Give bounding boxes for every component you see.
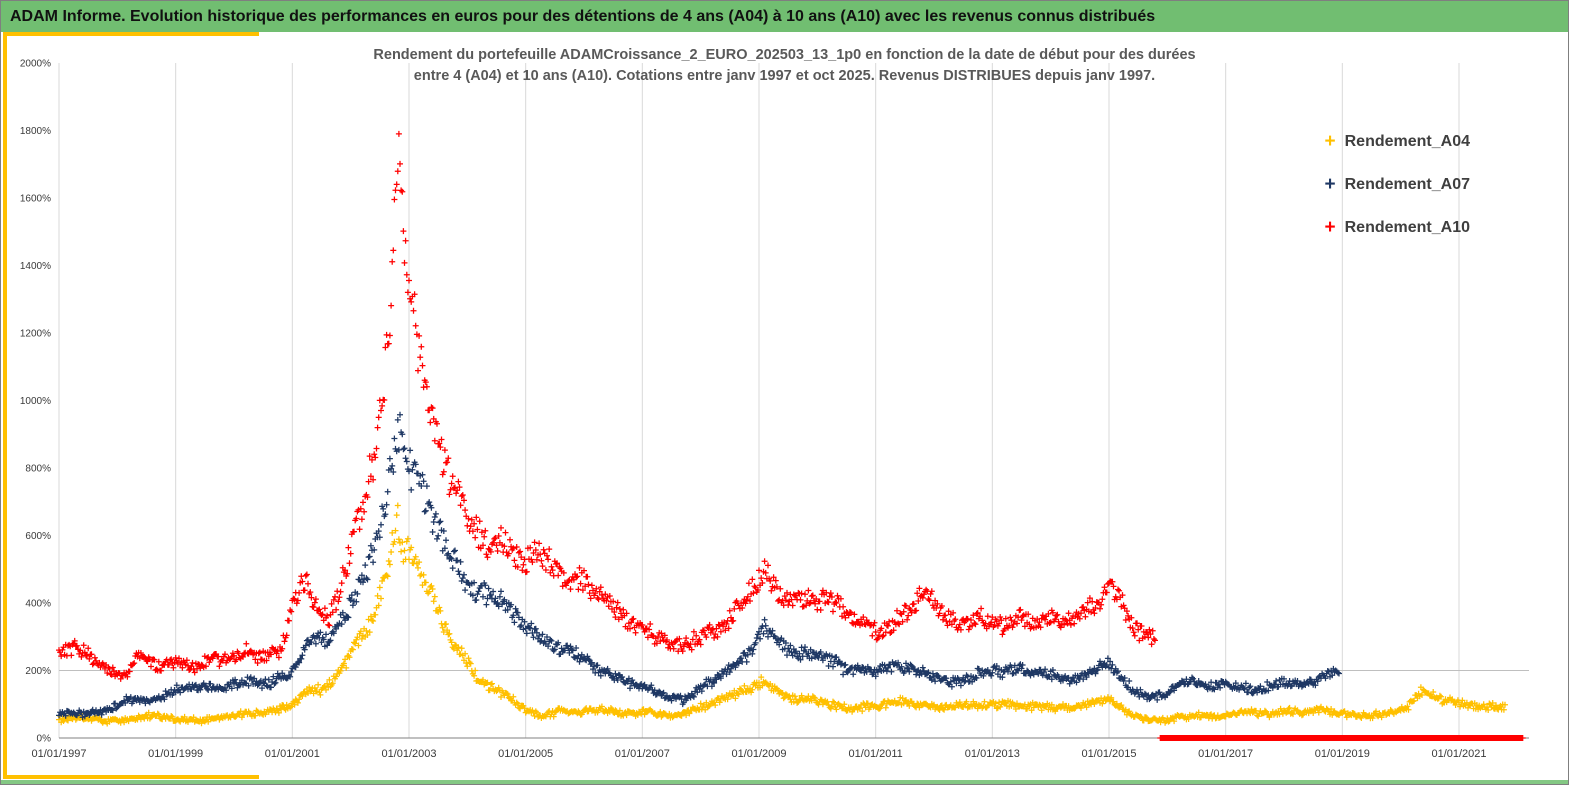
legend-label: Rendement_A10 [1344,218,1470,236]
chart-title: Rendement du portefeuille ADAMCroissance… [1,45,1568,87]
svg-text:01/01/2017: 01/01/2017 [1198,748,1253,760]
svg-text:01/01/2007: 01/01/2007 [615,748,670,760]
svg-text:01/01/2009: 01/01/2009 [731,748,786,760]
svg-text:01/01/2019: 01/01/2019 [1315,748,1370,760]
svg-text:1200%: 1200% [20,329,51,340]
svg-text:800%: 800% [25,464,51,475]
svg-text:1800%: 1800% [20,126,51,137]
svg-text:1400%: 1400% [20,261,51,272]
svg-text:01/01/1997: 01/01/1997 [31,748,86,760]
gold-accent-top [3,32,259,36]
svg-text:1000%: 1000% [20,396,51,407]
svg-text:200%: 200% [25,666,51,677]
chart-title-line1: Rendement du portefeuille ADAMCroissance… [373,47,1196,63]
svg-text:600%: 600% [25,531,51,542]
legend-item-a04[interactable]: + Rendement_A04 [1325,132,1470,151]
legend-item-a10[interactable]: + Rendement_A10 [1325,218,1470,237]
svg-text:01/01/2015: 01/01/2015 [1081,748,1136,760]
svg-text:1600%: 1600% [20,194,51,205]
legend-marker-icon: + [1324,174,1336,195]
svg-text:01/01/2021: 01/01/2021 [1431,748,1486,760]
chart-title-line2: entre 4 (A04) et 10 ans (A10). Cotations… [413,68,1156,84]
legend-marker-icon: + [1324,131,1336,152]
svg-text:0%: 0% [37,734,52,745]
legend-item-a07[interactable]: + Rendement_A07 [1325,175,1470,194]
sheet-title-bar: ADAM Informe. Evolution historique des p… [1,1,1568,32]
sheet-title: ADAM Informe. Evolution historique des p… [10,7,1156,25]
svg-text:01/01/2005: 01/01/2005 [498,748,553,760]
svg-text:01/01/2011: 01/01/2011 [849,748,903,760]
svg-text:400%: 400% [25,599,51,610]
legend-label: Rendement_A07 [1344,175,1470,193]
svg-text:01/01/2003: 01/01/2003 [381,748,436,760]
chart-legend: + Rendement_A04 + Rendement_A07 + Rendem… [1325,132,1470,237]
gold-accent-bottom [3,775,259,779]
gold-accent-left [3,32,7,779]
svg-text:01/01/2013: 01/01/2013 [965,748,1020,760]
svg-text:01/01/1999: 01/01/1999 [148,748,203,760]
svg-text:2000%: 2000% [20,59,51,70]
legend-label: Rendement_A04 [1344,132,1470,150]
svg-text:01/01/2001: 01/01/2001 [265,748,320,760]
footer-strip [1,780,1568,784]
legend-marker-icon: + [1324,217,1336,238]
